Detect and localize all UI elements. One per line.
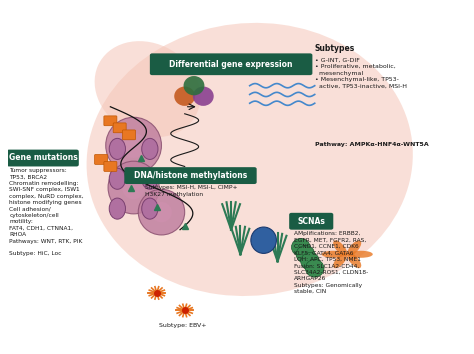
Ellipse shape (151, 202, 172, 222)
Text: • G-INT, G-DIF
• Proliferative, metabolic,
  mesenchymal
• Mesenchymal-like, TP5: • G-INT, G-DIF • Proliferative, metaboli… (315, 58, 407, 89)
Ellipse shape (183, 76, 204, 95)
Text: Differential gene expression: Differential gene expression (169, 60, 293, 69)
Ellipse shape (333, 252, 347, 268)
FancyBboxPatch shape (104, 116, 117, 126)
Ellipse shape (95, 41, 201, 137)
FancyBboxPatch shape (113, 123, 126, 133)
Text: DNA/histone methylations: DNA/histone methylations (134, 171, 247, 180)
FancyBboxPatch shape (150, 53, 312, 75)
Ellipse shape (109, 168, 126, 189)
Ellipse shape (305, 259, 324, 277)
Ellipse shape (142, 138, 158, 159)
Ellipse shape (174, 87, 195, 106)
Ellipse shape (301, 252, 319, 270)
Ellipse shape (142, 168, 158, 189)
Ellipse shape (138, 189, 185, 235)
FancyBboxPatch shape (7, 150, 79, 166)
Ellipse shape (142, 198, 158, 219)
FancyBboxPatch shape (122, 130, 136, 140)
Ellipse shape (347, 240, 361, 256)
Ellipse shape (109, 198, 126, 219)
Text: Pathway: AMPKα-HNF4α-WNT5A: Pathway: AMPKα-HNF4α-WNT5A (315, 142, 428, 147)
Text: Tumor suppressors:
TP53, BRCA2
Chromatin remodelling:
SWI-SNF complex, ISW1
comp: Tumor suppressors: TP53, BRCA2 Chromatin… (9, 168, 84, 256)
Text: Subtype: EBV+: Subtype: EBV+ (159, 323, 206, 328)
FancyBboxPatch shape (124, 167, 256, 184)
Ellipse shape (122, 176, 145, 199)
Text: SCNAs: SCNAs (298, 217, 326, 226)
Ellipse shape (121, 133, 146, 158)
Text: AMplifications: ERBB2,
EGFR, MET, FGFR2, RAS,
CCND1, CCNE1, CDK6
KLF5, GATA4, GA: AMplifications: ERBB2, EGFR, MET, FGFR2,… (294, 232, 368, 294)
Ellipse shape (322, 251, 345, 258)
Ellipse shape (333, 240, 347, 256)
Ellipse shape (347, 252, 361, 268)
Ellipse shape (108, 161, 159, 214)
FancyBboxPatch shape (95, 155, 108, 164)
FancyBboxPatch shape (104, 161, 117, 171)
Ellipse shape (193, 87, 214, 106)
Text: Subtypes: Subtypes (315, 44, 355, 52)
Ellipse shape (292, 239, 310, 256)
Ellipse shape (87, 23, 413, 296)
Ellipse shape (109, 138, 126, 159)
Text: Subtypes: MSI-H, MSI-L, CIMP+
H3K27 methylation: Subtypes: MSI-H, MSI-L, CIMP+ H3K27 meth… (145, 185, 238, 197)
Ellipse shape (106, 117, 162, 173)
Ellipse shape (349, 251, 373, 258)
FancyBboxPatch shape (289, 213, 333, 230)
Ellipse shape (251, 227, 276, 253)
Ellipse shape (296, 245, 315, 263)
Text: Gene mutations: Gene mutations (9, 153, 77, 162)
